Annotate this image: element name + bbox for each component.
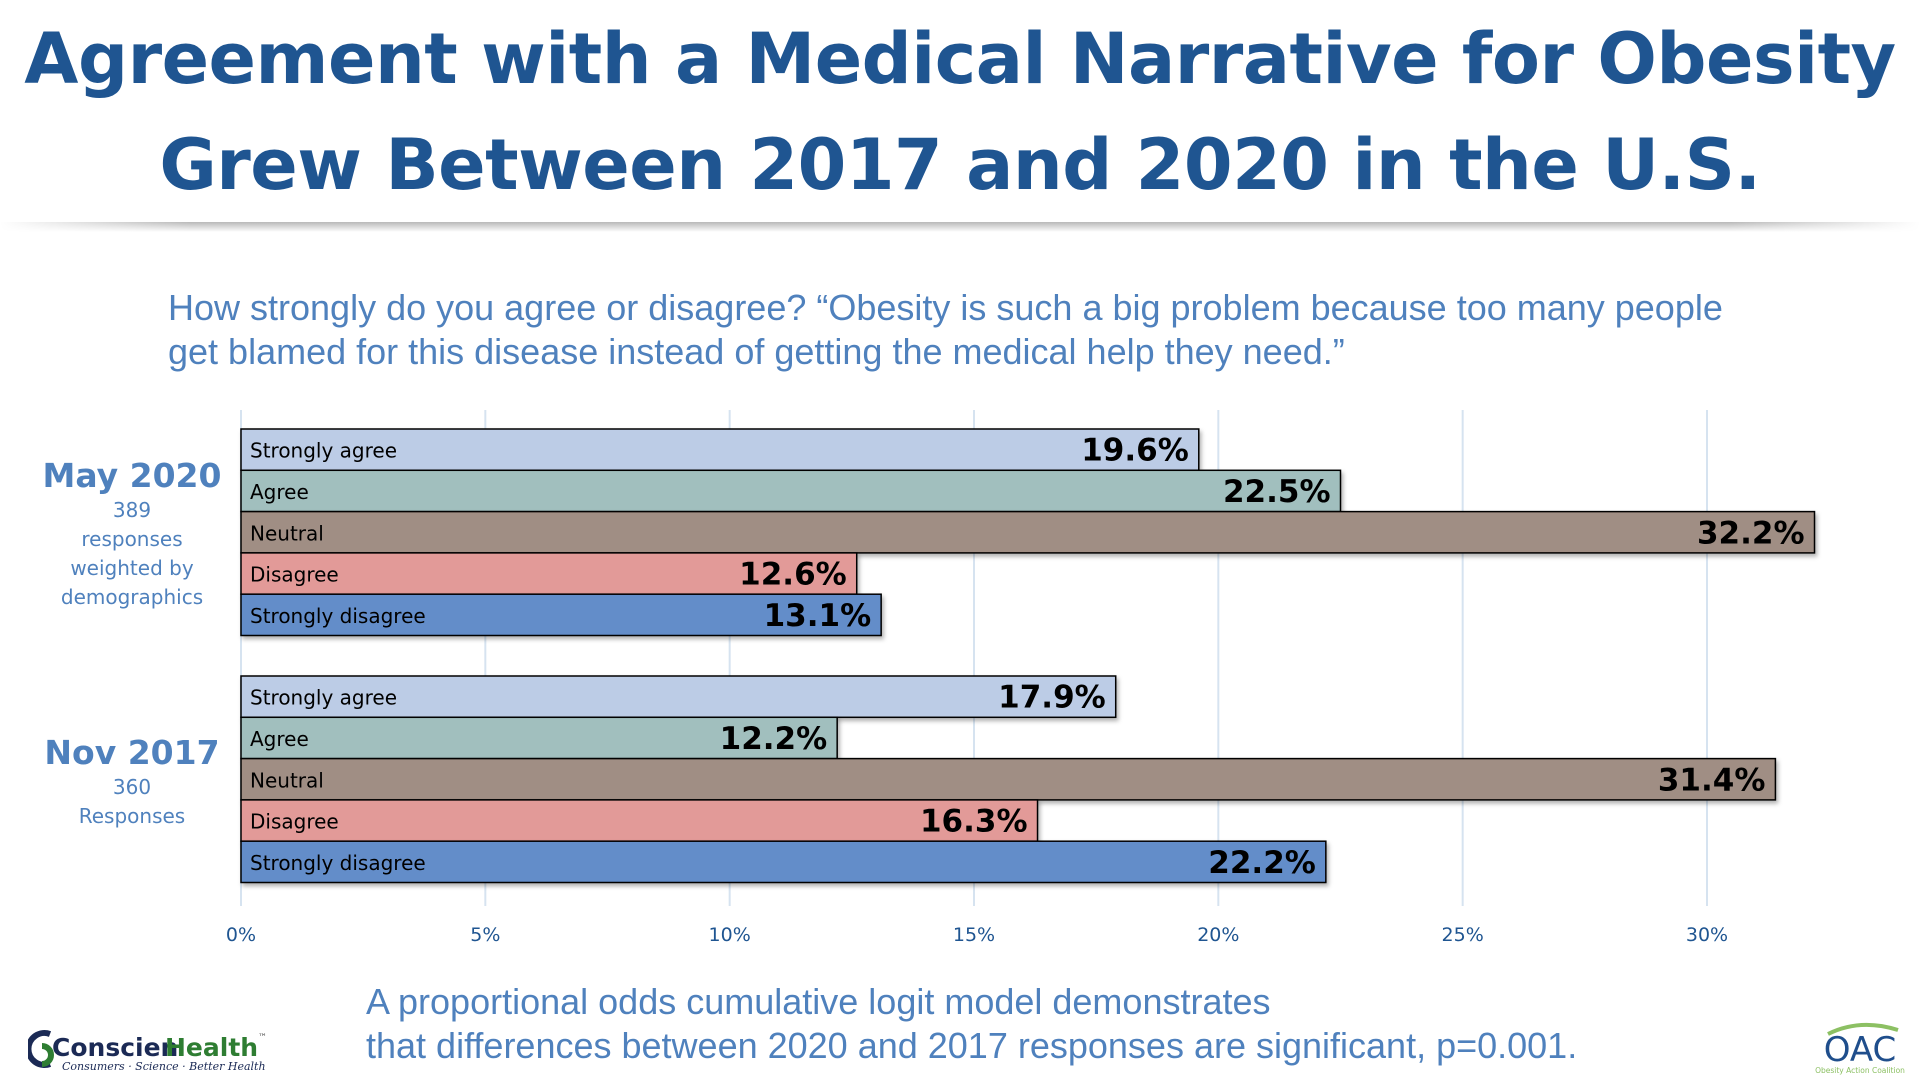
bar-value-label: 13.1% — [764, 598, 872, 634]
page-title: Agreement with a Medical Narrative for O… — [0, 6, 1920, 218]
group-sub: Responses — [78, 804, 186, 828]
bar — [240, 428, 1200, 472]
survey-question: How strongly do you agree or disagree? “… — [168, 286, 1868, 374]
bar-value-label: 12.2% — [720, 721, 828, 757]
group-title: Nov 2017 — [44, 733, 220, 772]
bar-value-label: 22.2% — [1208, 845, 1316, 881]
bar-category-label: Strongly disagree — [250, 604, 426, 628]
footnote: A proportional odds cumulative logit mod… — [366, 980, 1666, 1068]
group-label-nov-2017: Nov 2017 360 Responses — [32, 733, 232, 831]
bar — [240, 757, 1777, 801]
bar-value-label: 17.9% — [998, 680, 1106, 716]
logo-text: Health — [165, 1033, 258, 1062]
footnote-line-2: that differences between 2020 and 2017 r… — [366, 1025, 1578, 1066]
group-sub: demographics — [60, 585, 204, 609]
oac-logo-mark: OAC Obesity Action Coalition — [1815, 1022, 1905, 1075]
conscienhealth-logo-mark: Conscien Health ™ Consumers · Science · … — [25, 1030, 267, 1073]
title-line-1: Agreement with a Medical Narrative for O… — [24, 18, 1896, 100]
bar-category-label: Agree — [250, 727, 309, 751]
bar-value-label: 31.4% — [1658, 762, 1766, 798]
group-sub: 389 — [112, 498, 152, 522]
x-tick-label: 25% — [1442, 924, 1484, 946]
x-tick-label: 0% — [226, 924, 256, 946]
x-tick-label: 30% — [1686, 924, 1728, 946]
group-sub: weighted by — [70, 556, 194, 580]
conscienhealth-logo: Conscien Health ™ Consumers · Science · … — [25, 1028, 298, 1077]
bar — [240, 593, 882, 637]
bar-category-label: Agree — [250, 480, 309, 504]
bar-category-label: Neutral — [250, 768, 324, 792]
logo-text: OAC — [1824, 1030, 1897, 1070]
bar-category-label: Strongly disagree — [250, 851, 426, 875]
bar-category-label: Strongly agree — [250, 439, 397, 463]
bar-category-label: Neutral — [250, 521, 324, 545]
logo-tagline: Consumers · Science · Better Health — [62, 1060, 266, 1073]
logo-tm: ™ — [258, 1033, 267, 1043]
bar-category-label: Disagree — [250, 563, 339, 587]
x-tick-label: 5% — [470, 924, 500, 946]
bar — [240, 469, 1342, 513]
x-tick-label: 20% — [1197, 924, 1239, 946]
question-line-2: get blamed for this disease instead of g… — [168, 331, 1345, 372]
group-title: May 2020 — [42, 456, 222, 495]
group-label-may-2020: May 2020 389 responses weighted by demog… — [32, 456, 232, 612]
bar-value-label: 16.3% — [920, 804, 1028, 840]
bar-category-label: Disagree — [250, 810, 339, 834]
bar — [240, 716, 838, 760]
question-line-1: How strongly do you agree or disagree? “… — [168, 287, 1723, 328]
title-divider — [0, 222, 1920, 232]
bar — [240, 840, 1327, 884]
group-sub: responses — [81, 527, 183, 551]
x-tick-label: 15% — [953, 924, 995, 946]
oac-logo: OAC Obesity Action Coalition — [1810, 1014, 1910, 1080]
bar — [240, 510, 1816, 554]
bar-value-label: 12.6% — [739, 557, 847, 593]
group-sub: 360 — [112, 775, 152, 799]
bar — [240, 675, 1117, 719]
bar — [240, 799, 1039, 842]
x-tick-label: 10% — [709, 924, 751, 946]
bar-value-label: 22.5% — [1223, 474, 1331, 510]
bar-category-label: Strongly agree — [250, 686, 397, 710]
title-line-2: Grew Between 2017 and 2020 in the U.S. — [159, 124, 1761, 206]
footnote-line-1: A proportional odds cumulative logit mod… — [366, 981, 1271, 1022]
logo-text: Conscien — [52, 1033, 178, 1062]
bar-value-label: 19.6% — [1081, 433, 1189, 469]
bar-value-label: 32.2% — [1697, 515, 1805, 551]
logo-tagline: Obesity Action Coalition — [1815, 1066, 1905, 1075]
